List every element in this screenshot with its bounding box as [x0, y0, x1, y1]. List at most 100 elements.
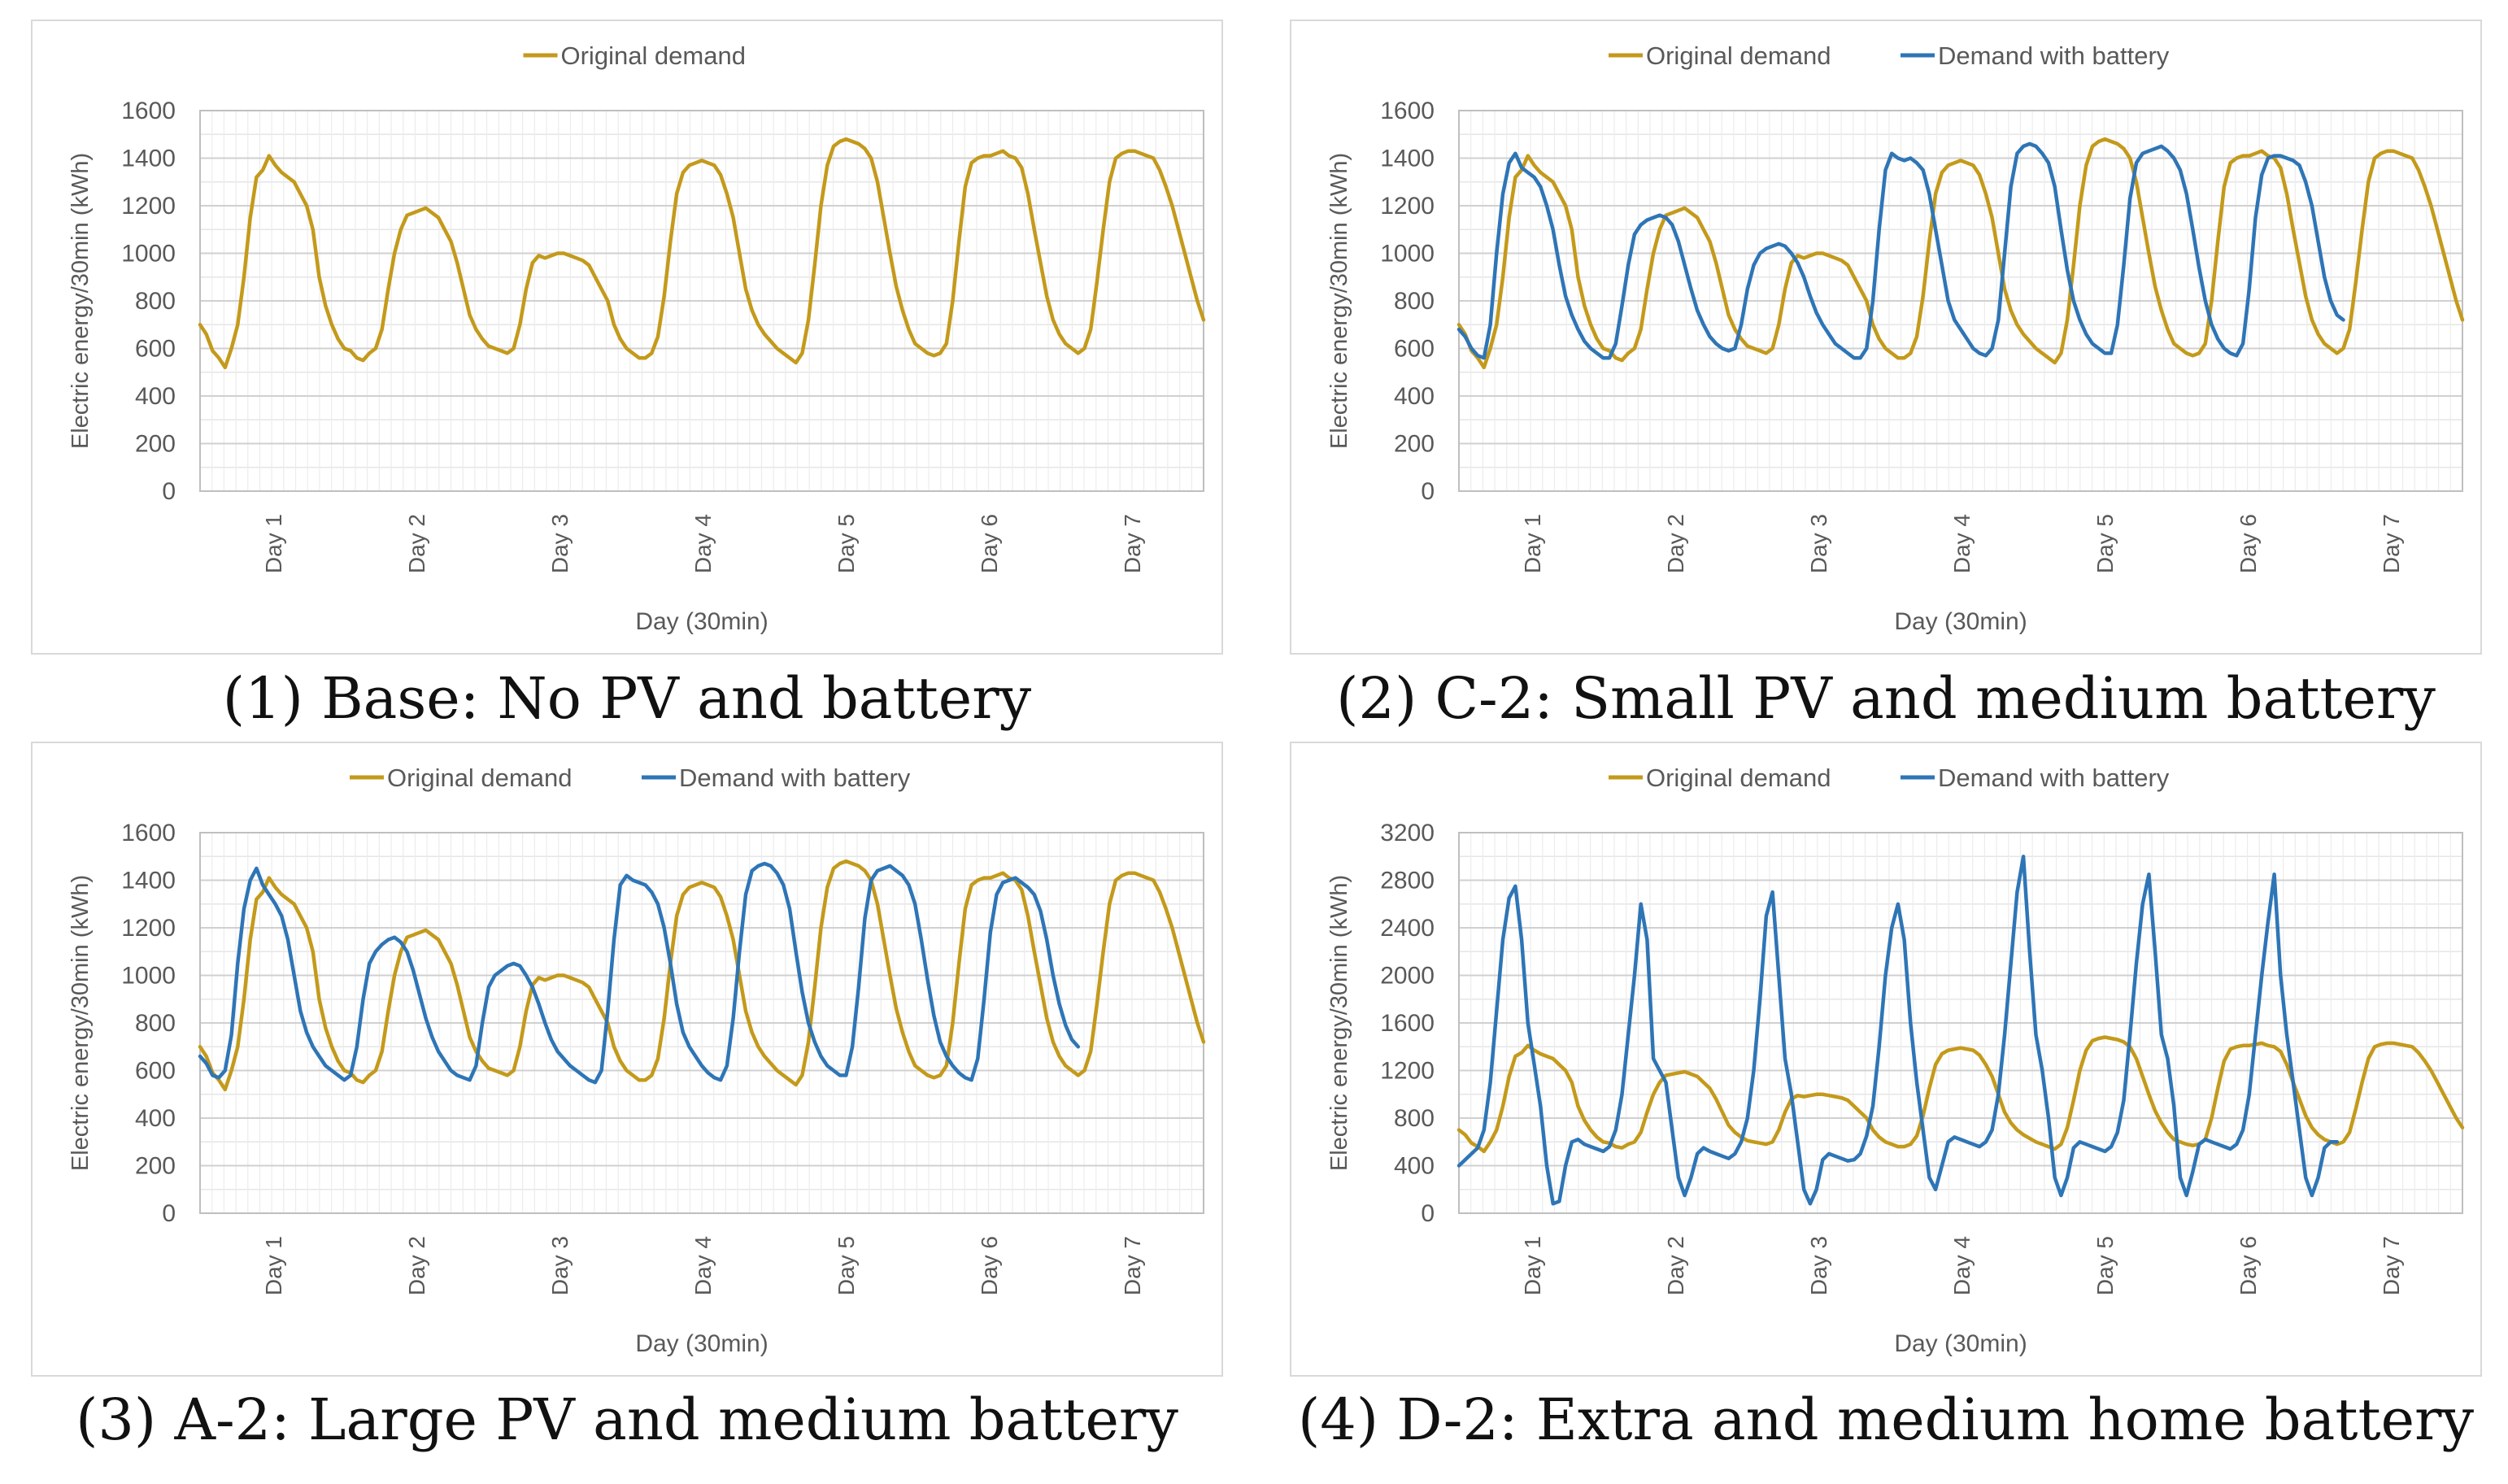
y-tick-label: 1200 — [121, 915, 176, 942]
x-tick-label: Day 1 — [1520, 514, 1545, 573]
y-tick-label: 0 — [1421, 478, 1435, 505]
y-tick-label: 1600 — [1380, 98, 1435, 124]
caption-c2: (2) C-2: Small PV and medium battery — [1336, 665, 2436, 732]
plot-area — [199, 832, 1204, 1214]
y-tick-label: 600 — [1394, 336, 1435, 363]
y-tick-label: 200 — [135, 1153, 176, 1180]
x-tick-label: Day 2 — [1663, 1236, 1688, 1295]
x-axis-label: Day (30min) — [1894, 608, 2027, 635]
y-axis-label: Electric energy/30min (kWh) — [67, 875, 94, 1171]
caption-d2: (4) D-2: Extra and medium home battery — [1297, 1386, 2475, 1453]
x-axis-label: Day (30min) — [635, 608, 768, 635]
x-tick-label: Day 2 — [404, 1236, 429, 1295]
y-tick-label: 400 — [135, 1105, 176, 1132]
x-tick-label: Day 6 — [2236, 514, 2261, 573]
y-axis-label: Electric energy/30min (kWh) — [1326, 153, 1352, 449]
x-axis-label: Day (30min) — [1894, 1330, 2027, 1357]
y-tick-label: 1200 — [1380, 193, 1435, 220]
y-tick-label: 2400 — [1380, 915, 1435, 942]
y-axis-label: Electric energy/30min (kWh) — [67, 153, 94, 449]
y-tick-label: 400 — [1394, 1153, 1435, 1180]
x-tick-label: Day 3 — [1806, 514, 1831, 573]
x-tick-label: Day 2 — [1663, 514, 1688, 573]
x-tick-label: Day 4 — [690, 1236, 716, 1295]
x-tick-label: Day 6 — [977, 1236, 1002, 1295]
y-tick-label: 200 — [135, 431, 176, 458]
legend-label-battery: Demand with battery — [1938, 41, 2170, 70]
x-tick-label: Day 4 — [1949, 1236, 1975, 1295]
legend-label-battery: Demand with battery — [1938, 764, 2170, 792]
y-tick-label: 1600 — [121, 820, 176, 846]
legend-label-original: Original demand — [1646, 41, 1831, 70]
y-tick-label: 400 — [135, 383, 176, 410]
series-line-battery — [1456, 855, 2340, 1206]
x-tick-label: Day 1 — [1520, 1236, 1545, 1295]
series-line-original — [1456, 137, 2465, 370]
x-tick-label: Day 4 — [690, 514, 716, 573]
y-tick-label: 1600 — [121, 98, 176, 124]
y-tick-label: 1000 — [121, 963, 176, 990]
x-tick-label: Day 7 — [2379, 514, 2404, 573]
x-tick-label: Day 5 — [834, 514, 859, 573]
y-tick-label: 2000 — [1380, 963, 1435, 990]
series-line-original — [198, 859, 1206, 1092]
y-tick-label: 800 — [1394, 1105, 1435, 1132]
y-tick-label: 600 — [135, 1058, 176, 1085]
legend-label-battery: Demand with battery — [679, 764, 911, 792]
y-tick-label: 1200 — [121, 193, 176, 220]
y-tick-label: 800 — [135, 1010, 176, 1037]
line-chart: 0 200 400 600 800 1000 1200 1400 1600 Day 1 Day 2 D… — [1326, 41, 2465, 635]
y-tick-label: 400 — [1394, 383, 1435, 410]
chart-panel-a2: 0 200 400 600 800 1000 1200 1400 1600 Day 1 Day 2 D… — [31, 742, 1223, 1377]
x-tick-label: Day 3 — [1806, 1236, 1831, 1295]
x-tick-label: Day 5 — [2092, 514, 2118, 573]
x-tick-label: Day 2 — [404, 514, 429, 573]
line-chart: 0 200 400 600 800 1000 1200 1400 1600 Day 1 Day 2 D… — [67, 41, 1206, 635]
chart-panel-c2: 0 200 400 600 800 1000 1200 1400 1600 Day 1 Day 2 D… — [1290, 20, 2482, 655]
y-tick-label: 800 — [135, 288, 176, 315]
x-tick-label: Day 5 — [2092, 1236, 2118, 1295]
x-tick-label: Day 6 — [977, 514, 1002, 573]
y-tick-label: 1400 — [1380, 146, 1435, 172]
series-line-original — [198, 137, 1206, 370]
x-tick-label: Day 7 — [2379, 1236, 2404, 1295]
x-tick-label: Day 6 — [2236, 1236, 2261, 1295]
series-line-battery — [1456, 141, 2345, 360]
y-tick-label: 0 — [162, 1200, 176, 1227]
y-tick-label: 200 — [1394, 431, 1435, 458]
plot-area — [1458, 832, 2463, 1214]
y-tick-label: 1200 — [1380, 1058, 1435, 1085]
line-chart: 0 200 400 600 800 1000 1200 1400 1600 Day 1 Day 2 D… — [67, 764, 1206, 1357]
series-line-battery — [198, 861, 1081, 1085]
y-tick-label: 0 — [162, 478, 176, 505]
y-tick-label: 0 — [1421, 1200, 1435, 1227]
y-tick-label: 1000 — [1380, 241, 1435, 268]
legend-label-original: Original demand — [1646, 764, 1831, 792]
y-tick-label: 600 — [135, 336, 176, 363]
x-tick-label: Day 3 — [547, 514, 573, 573]
y-tick-label: 800 — [1394, 288, 1435, 315]
caption-base: (1) Base: No PV and battery — [222, 665, 1032, 732]
x-tick-label: Day 4 — [1949, 514, 1975, 573]
y-tick-label: 3200 — [1380, 820, 1435, 846]
chart-panel-d2: 0 400 800 1200 1600 2000 2400 2800 3200 Day 1 Day … — [1290, 742, 2482, 1377]
x-tick-label: Day 7 — [1120, 514, 1145, 573]
y-tick-label: 2800 — [1380, 868, 1435, 894]
legend-label-original: Original demand — [387, 764, 572, 792]
plot-area — [1458, 110, 2463, 492]
y-tick-label: 1600 — [1380, 1010, 1435, 1037]
y-tick-label: 1400 — [121, 146, 176, 172]
x-tick-label: Day 3 — [547, 1236, 573, 1295]
x-axis-label: Day (30min) — [635, 1330, 768, 1357]
y-tick-label: 1400 — [121, 868, 176, 894]
plot-area — [199, 110, 1204, 492]
y-axis-label: Electric energy/30min (kWh) — [1326, 875, 1352, 1171]
y-tick-label: 1000 — [121, 241, 176, 268]
chart-panel-base: 0 200 400 600 800 1000 1200 1400 1600 Day 1 Day 2 D… — [31, 20, 1223, 655]
line-chart: 0 400 800 1200 1600 2000 2400 2800 3200 Day 1 Day … — [1326, 764, 2465, 1357]
x-tick-label: Day 7 — [1120, 1236, 1145, 1295]
x-tick-label: Day 1 — [261, 514, 286, 573]
x-tick-label: Day 1 — [261, 1236, 286, 1295]
caption-a2: (3) A-2: Large PV and medium battery — [76, 1386, 1178, 1453]
legend-label-original: Original demand — [561, 41, 746, 70]
